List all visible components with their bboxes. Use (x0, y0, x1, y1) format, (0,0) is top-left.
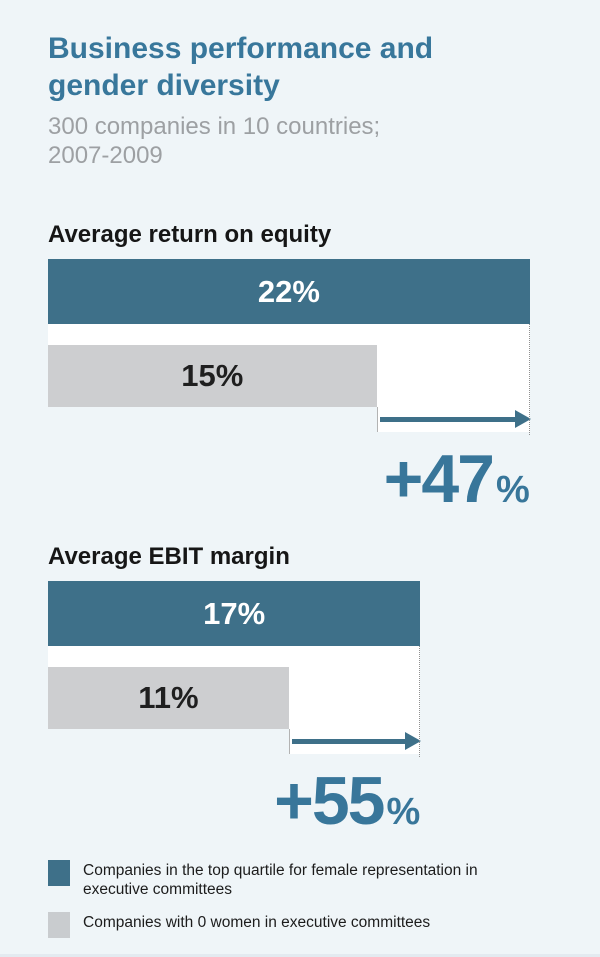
page-title-line2: gender diversity (48, 69, 280, 102)
delta-unit: % (386, 791, 421, 833)
legend: Companies in the top quartile for female… (48, 860, 600, 938)
arrow-line (379, 417, 518, 422)
page-subtitle-line2: 2007-2009 (48, 142, 163, 169)
legend-label: Companies with 0 women in executive comm… (83, 914, 431, 931)
chart-ebit-margin: Average EBIT margin 17% 11% +55% (48, 543, 600, 835)
legend-item-top-quartile: Companies in the top quartile for female… (48, 860, 600, 899)
bar-zero-women: 11% (48, 667, 289, 729)
bar-value-label: 22% (257, 273, 320, 309)
legend-swatch-gray (48, 912, 70, 938)
delta-label: +47% (48, 445, 534, 513)
page-title-line1: Business performance and (48, 32, 434, 65)
guide-dotted-line (528, 324, 530, 435)
arrow-line (291, 739, 409, 744)
bar-value-label: 11% (138, 680, 199, 715)
arrow-right-icon (405, 732, 422, 750)
chart-title: Average return on equity (48, 221, 332, 248)
page-subtitle: 300 companies in 10 countries; 2007-2009 (48, 112, 600, 170)
bar-value-label: 15% (181, 358, 244, 393)
legend-item-zero-women: Companies with 0 women in executive comm… (48, 912, 600, 938)
delta-unit: % (496, 469, 530, 511)
page-subtitle-line1: 300 companies in 10 countries; (48, 113, 381, 140)
chart-return-on-equity: Average return on equity 22% 15% +47% (48, 221, 600, 513)
delta-value: +47 (383, 441, 495, 517)
legend-swatch-teal (48, 860, 70, 886)
delta-value: +55 (274, 763, 385, 839)
page-title: Business performance and gender diversit… (48, 30, 600, 104)
plot-area: 22% 15% (48, 259, 531, 435)
header: Business performance and gender diversit… (48, 30, 600, 170)
legend-label: Companies in the top quartile for female… (83, 862, 478, 898)
bar-value-label: 17% (203, 595, 266, 631)
delta-label: +55% (48, 767, 424, 835)
bar-top-quartile: 17% (48, 581, 421, 646)
arrow-right-icon (514, 410, 531, 428)
bar-top-quartile: 22% (48, 259, 530, 324)
gap-arrow-strip (288, 729, 422, 754)
guide-dotted-line (419, 646, 421, 757)
gap-arrow-strip (376, 407, 531, 432)
plot-area: 17% 11% (48, 581, 422, 757)
bar-zero-women: 15% (48, 345, 377, 407)
chart-title: Average EBIT margin (48, 543, 290, 570)
